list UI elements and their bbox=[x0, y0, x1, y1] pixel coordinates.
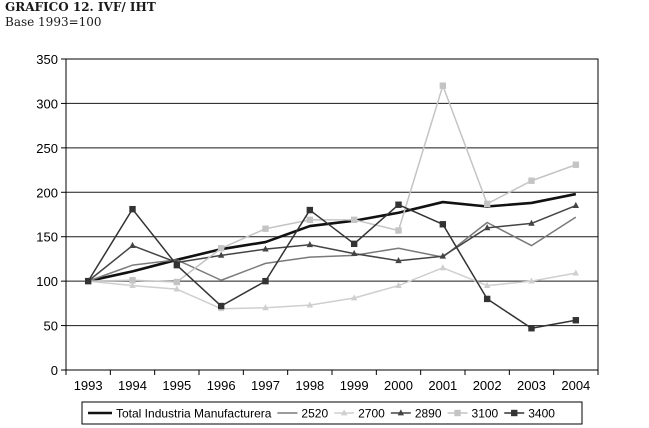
legend-item: 2520 bbox=[277, 407, 328, 421]
square-marker bbox=[395, 201, 402, 208]
x-tick-label: 1994 bbox=[118, 378, 147, 393]
legend-label: 2890 bbox=[415, 407, 442, 421]
legend-label: 2700 bbox=[358, 407, 385, 421]
square-marker bbox=[483, 295, 491, 303]
x-tick-label: 1996 bbox=[207, 378, 236, 393]
legend-item: 3100 bbox=[447, 407, 499, 421]
y-tick-label: 50 bbox=[44, 319, 58, 334]
square-marker bbox=[439, 82, 447, 89]
x-tick-label: 2003 bbox=[517, 378, 546, 393]
triangle-marker bbox=[129, 241, 136, 248]
triangle-marker bbox=[340, 409, 348, 416]
y-tick-label: 0 bbox=[51, 363, 58, 378]
x-tick-label: 1998 bbox=[295, 378, 324, 393]
square-marker bbox=[262, 225, 269, 232]
x-tick-label: 1997 bbox=[251, 378, 280, 393]
series-line bbox=[88, 267, 576, 310]
triangle-marker bbox=[129, 281, 136, 288]
square-marker bbox=[439, 221, 447, 228]
y-tick-label: 300 bbox=[36, 96, 58, 111]
series-line bbox=[88, 84, 577, 283]
triangle-marker bbox=[395, 257, 402, 264]
square-marker bbox=[217, 245, 225, 252]
triangle-marker bbox=[483, 224, 491, 231]
triangle-marker bbox=[350, 294, 358, 301]
legend-label: 3400 bbox=[528, 407, 555, 421]
triangle-marker bbox=[572, 201, 580, 209]
triangle-marker bbox=[439, 264, 447, 271]
series-total-industria-manufacturera bbox=[87, 192, 577, 283]
y-tick-label: 350 bbox=[36, 52, 58, 67]
square-marker bbox=[173, 278, 181, 286]
triangle-marker bbox=[306, 241, 314, 248]
legend-item: 2700 bbox=[334, 407, 385, 421]
x-tick-labels: 1993 1994 1995 1996 1997 1998 1999 2000 2001 2002… bbox=[65, 370, 599, 393]
legend-item: 3400 bbox=[504, 407, 555, 421]
y-gridlines bbox=[61, 58, 598, 371]
plot-frame bbox=[65, 58, 599, 371]
legend-item: Total Industria Manufacturera bbox=[88, 407, 272, 421]
square-marker bbox=[129, 205, 136, 213]
legend-label: 2520 bbox=[301, 407, 328, 421]
square-marker bbox=[350, 216, 358, 224]
y-tick-label: 100 bbox=[36, 274, 58, 289]
square-marker bbox=[572, 317, 580, 324]
legend-item: 2890 bbox=[390, 407, 442, 421]
triangle-marker bbox=[528, 277, 535, 284]
series-3400 bbox=[84, 201, 580, 332]
triangle-marker bbox=[350, 249, 358, 256]
x-tick-label: 2000 bbox=[384, 378, 413, 393]
square-marker bbox=[306, 216, 314, 224]
x-tick-label: 1999 bbox=[340, 378, 369, 393]
square-marker bbox=[262, 277, 269, 285]
square-marker bbox=[173, 261, 181, 269]
square-marker bbox=[528, 177, 535, 184]
square-marker bbox=[129, 277, 136, 284]
legend-label: 3100 bbox=[472, 407, 499, 421]
square-marker bbox=[84, 277, 92, 285]
triangle-marker bbox=[306, 301, 314, 308]
triangle-marker bbox=[395, 281, 402, 288]
y-tick-label: 250 bbox=[36, 141, 58, 156]
x-tick-label: 2001 bbox=[428, 378, 457, 393]
y-tick-labels: 0 50 100 150 200 250 300 350 bbox=[36, 52, 58, 378]
square-marker bbox=[350, 240, 358, 248]
legend-box bbox=[81, 401, 583, 425]
x-tick-label: 2002 bbox=[473, 378, 502, 393]
triangle-marker bbox=[528, 219, 535, 226]
triangle-marker bbox=[397, 409, 405, 416]
plot-border bbox=[65, 58, 599, 371]
legend-label: Total Industria Manufacturera bbox=[116, 407, 272, 421]
triangle-marker bbox=[262, 304, 269, 311]
triangle-marker bbox=[173, 285, 181, 292]
square-marker bbox=[306, 206, 314, 214]
series-line bbox=[87, 204, 577, 282]
x-tick-label: 1993 bbox=[74, 378, 103, 393]
square-marker bbox=[572, 161, 580, 168]
y-tick-label: 200 bbox=[36, 185, 58, 200]
triangle-marker bbox=[572, 269, 580, 276]
series-line bbox=[87, 203, 576, 329]
chart-title: GRAFICO 12. IVF/ IHT bbox=[5, 0, 156, 14]
triangle-marker bbox=[217, 251, 225, 258]
series-3100 bbox=[84, 82, 580, 286]
x-tick-label: 1995 bbox=[162, 378, 191, 393]
square-marker bbox=[528, 325, 535, 332]
y-tick-label: 150 bbox=[36, 230, 58, 245]
x-tick-label: 2004 bbox=[561, 378, 590, 393]
series-line bbox=[87, 192, 577, 283]
triangle-marker bbox=[439, 252, 447, 259]
square-marker bbox=[395, 227, 402, 234]
legend: Total Industria Manufacturera 2520 2700 289… bbox=[81, 401, 583, 425]
triangle-marker bbox=[483, 281, 491, 288]
chart-subtitle: Base 1993=100 bbox=[5, 15, 102, 29]
square-marker bbox=[217, 302, 225, 310]
series-2700 bbox=[84, 264, 580, 312]
square-marker bbox=[454, 409, 461, 417]
triangle-marker bbox=[262, 245, 269, 252]
series-layer bbox=[84, 82, 580, 332]
square-marker bbox=[511, 409, 518, 417]
square-marker bbox=[483, 200, 491, 208]
